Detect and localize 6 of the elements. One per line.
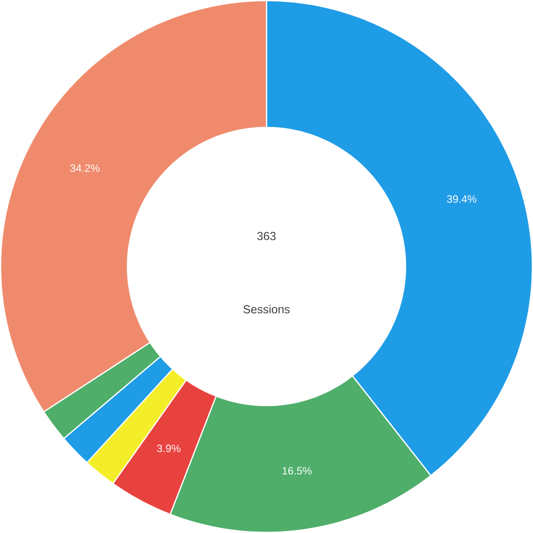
text: Sessions [243,304,290,314]
data-label: 34.2% [70,164,100,172]
data-label: 39.4% [447,195,476,203]
text: 363 [257,232,276,240]
data-label: 3.9% [157,444,180,452]
data-label: 16.5% [282,467,312,475]
